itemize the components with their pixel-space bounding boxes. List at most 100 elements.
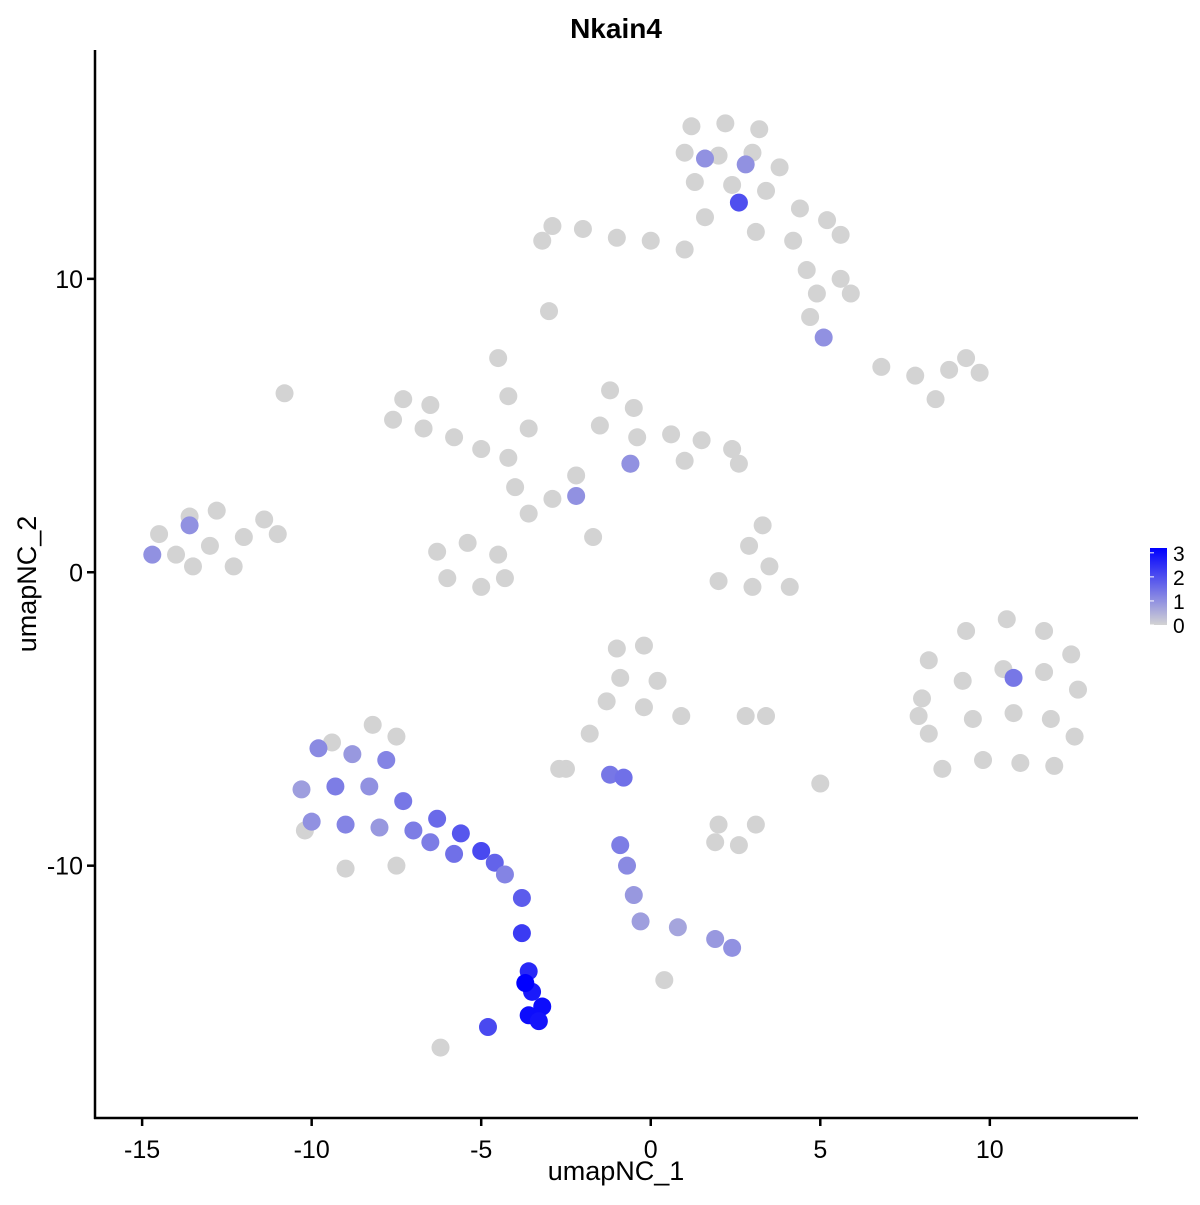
x-tick-label: -15 xyxy=(124,1136,160,1164)
point xyxy=(533,997,552,1016)
point xyxy=(543,217,562,236)
point xyxy=(628,428,647,447)
point xyxy=(675,451,694,470)
point xyxy=(512,924,531,943)
point xyxy=(811,774,830,793)
point xyxy=(404,821,423,840)
point xyxy=(567,466,586,485)
point xyxy=(611,836,630,855)
y-tick-label: 0 xyxy=(69,559,83,587)
point xyxy=(499,448,518,467)
point xyxy=(780,577,799,596)
point xyxy=(428,809,447,828)
point xyxy=(601,381,620,400)
point xyxy=(1035,621,1054,640)
point xyxy=(746,222,765,241)
point xyxy=(377,751,396,770)
point xyxy=(1065,727,1084,746)
point xyxy=(512,888,531,907)
point xyxy=(648,671,667,690)
point xyxy=(275,384,294,403)
point xyxy=(336,815,355,834)
point xyxy=(584,528,603,547)
point xyxy=(963,709,982,728)
point xyxy=(634,636,653,655)
point xyxy=(940,360,959,379)
point xyxy=(472,577,491,596)
point xyxy=(207,501,226,520)
point xyxy=(387,856,406,875)
x-axis-label: umapNC_1 xyxy=(548,1156,685,1186)
point xyxy=(529,1012,548,1031)
point xyxy=(953,671,972,690)
point xyxy=(736,155,755,174)
point xyxy=(740,536,759,555)
point xyxy=(428,542,447,561)
point xyxy=(662,425,681,444)
point xyxy=(634,698,653,717)
point xyxy=(706,833,725,852)
point xyxy=(814,328,833,347)
point xyxy=(302,812,321,831)
point xyxy=(695,208,714,227)
point xyxy=(309,739,328,758)
point xyxy=(360,777,379,796)
point xyxy=(919,651,938,670)
point xyxy=(387,727,406,746)
point xyxy=(143,545,162,564)
point xyxy=(760,557,779,576)
point xyxy=(472,440,491,459)
colorbar-tick-label: 3 xyxy=(1173,543,1185,566)
point xyxy=(384,410,403,429)
point xyxy=(431,1038,450,1057)
point xyxy=(506,478,525,497)
point xyxy=(489,349,508,368)
point xyxy=(1068,680,1087,699)
point xyxy=(933,759,952,778)
point xyxy=(590,416,609,435)
point xyxy=(746,815,765,834)
point xyxy=(292,780,311,799)
point xyxy=(326,777,345,796)
point xyxy=(1004,704,1023,723)
point xyxy=(472,842,491,860)
y-tick-label: 10 xyxy=(55,266,83,294)
point xyxy=(716,114,735,133)
point xyxy=(957,621,976,640)
y-axis-label: umapNC_2 xyxy=(12,516,42,653)
point xyxy=(801,308,820,326)
point xyxy=(1035,663,1054,682)
point xyxy=(614,768,633,787)
point xyxy=(723,938,742,957)
point xyxy=(743,577,762,596)
point xyxy=(414,419,433,438)
point xyxy=(919,724,938,743)
point xyxy=(519,419,538,438)
point xyxy=(906,366,925,385)
point xyxy=(624,398,643,417)
point xyxy=(641,231,660,250)
point xyxy=(567,486,586,505)
point xyxy=(807,284,826,303)
point xyxy=(709,146,728,165)
point xyxy=(611,668,630,687)
point xyxy=(607,639,626,658)
point xyxy=(550,759,569,778)
point xyxy=(543,489,562,508)
point xyxy=(818,211,837,230)
point xyxy=(451,824,470,843)
point xyxy=(872,357,891,376)
x-tick-label: 0 xyxy=(644,1136,658,1164)
point xyxy=(709,572,728,591)
point xyxy=(974,751,993,770)
point xyxy=(668,918,687,937)
point xyxy=(729,454,748,473)
point xyxy=(499,387,518,406)
point xyxy=(268,525,287,544)
point xyxy=(624,886,643,905)
point xyxy=(421,833,440,852)
point xyxy=(519,504,538,523)
point xyxy=(841,284,860,303)
point xyxy=(757,707,776,726)
